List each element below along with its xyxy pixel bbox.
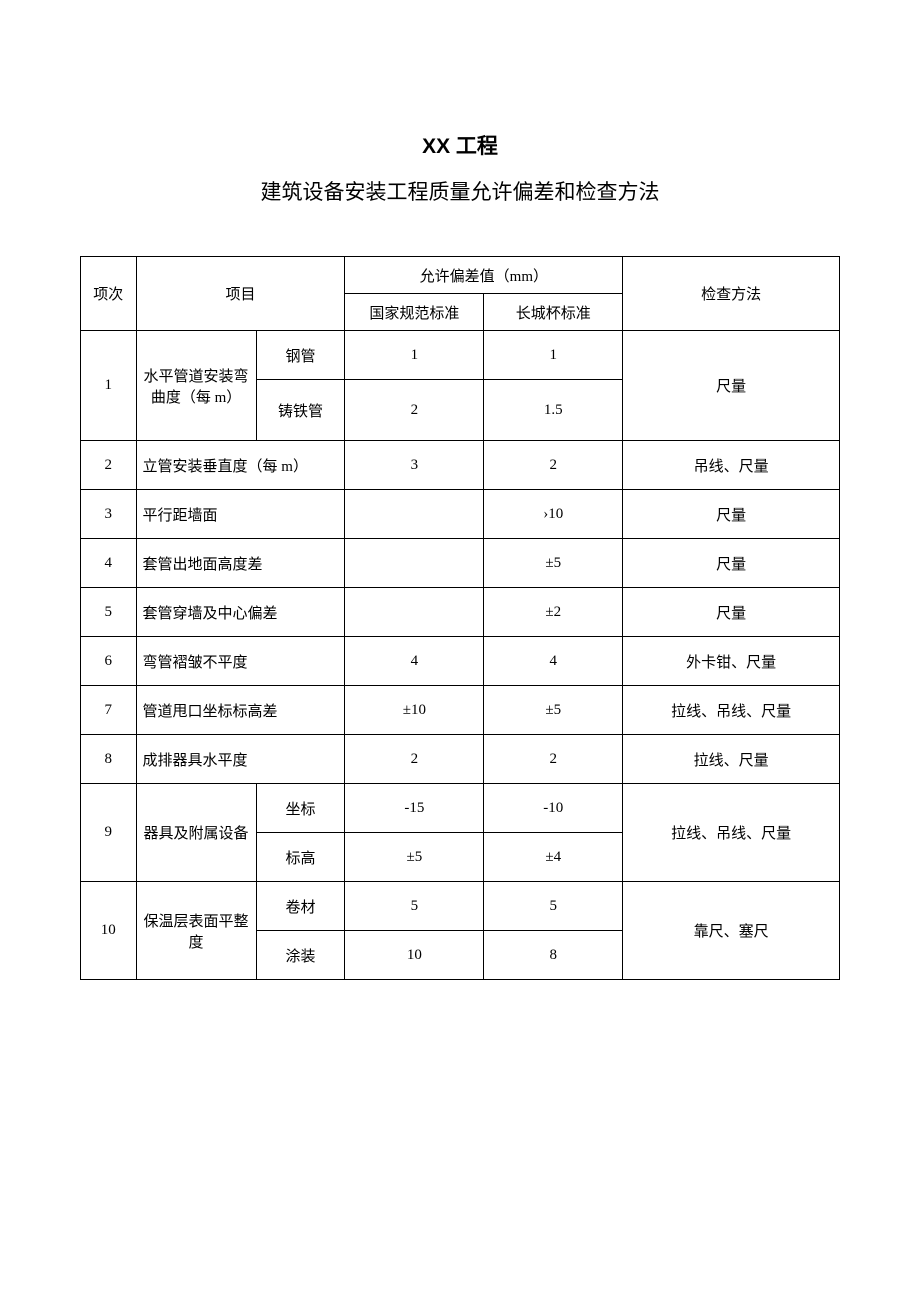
cell-method: 尺量 [623,331,840,441]
tolerance-table: 项次 项目 允许偏差值（mm） 检查方法 国家规范标准 长城杯标准 1 水平管道… [80,256,840,980]
cell-no: 2 [81,441,137,490]
cell-national: 5 [345,882,484,931]
cell-no: 7 [81,686,137,735]
cell-item: 弯管褶皱不平度 [136,637,345,686]
cell-method: 吊线、尺量 [623,441,840,490]
cell-greatwall: ›10 [484,490,623,539]
table-header-row-1: 项次 项目 允许偏差值（mm） 检查方法 [81,257,840,294]
cell-item: 水平管道安装弯曲度（每 m） [136,331,256,441]
cell-item: 保温层表面平整度 [136,882,256,980]
cell-method: 外卡钳、尺量 [623,637,840,686]
cell-no: 5 [81,588,137,637]
cell-item: 立管安装垂直度（每 m） [136,441,345,490]
cell-national: ±5 [345,833,484,882]
cell-method: 尺量 [623,490,840,539]
cell-greatwall: 1.5 [484,380,623,441]
cell-method: 尺量 [623,539,840,588]
cell-item: 管道甩口坐标标高差 [136,686,345,735]
table-row: 4 套管出地面高度差 ±5 尺量 [81,539,840,588]
cell-item: 器具及附属设备 [136,784,256,882]
cell-item: 套管出地面高度差 [136,539,345,588]
table-row: 10 保温层表面平整度 卷材 5 5 靠尺、塞尺 [81,882,840,931]
cell-greatwall: 1 [484,331,623,380]
cell-item: 成排器具水平度 [136,735,345,784]
cell-greatwall: -10 [484,784,623,833]
cell-greatwall: 2 [484,441,623,490]
cell-greatwall: ±5 [484,686,623,735]
header-item: 项目 [136,257,345,331]
cell-no: 4 [81,539,137,588]
cell-method: 拉线、尺量 [623,735,840,784]
table-row: 6 弯管褶皱不平度 4 4 外卡钳、尺量 [81,637,840,686]
cell-subitem: 卷材 [256,882,345,931]
cell-national: -15 [345,784,484,833]
cell-greatwall: 4 [484,637,623,686]
document-page: XX 工程 建筑设备安装工程质量允许偏差和检查方法 项次 项目 允许偏差值（mm… [0,0,920,980]
cell-national [345,539,484,588]
table-row: 7 管道甩口坐标标高差 ±10 ±5 拉线、吊线、尺量 [81,686,840,735]
cell-national [345,588,484,637]
cell-method: 拉线、吊线、尺量 [623,784,840,882]
cell-subitem: 钢管 [256,331,345,380]
cell-greatwall: 5 [484,882,623,931]
cell-national: 1 [345,331,484,380]
cell-no: 8 [81,735,137,784]
cell-national: 2 [345,380,484,441]
cell-national: ±10 [345,686,484,735]
header-method: 检查方法 [623,257,840,331]
cell-national: 2 [345,735,484,784]
cell-national: 4 [345,637,484,686]
cell-subitem: 铸铁管 [256,380,345,441]
cell-greatwall: ±4 [484,833,623,882]
cell-method: 靠尺、塞尺 [623,882,840,980]
cell-subitem: 涂装 [256,931,345,980]
cell-method: 尺量 [623,588,840,637]
header-national-std: 国家规范标准 [345,294,484,331]
cell-greatwall: 8 [484,931,623,980]
cell-national: 3 [345,441,484,490]
table-row: 1 水平管道安装弯曲度（每 m） 钢管 1 1 尺量 [81,331,840,380]
table-row: 8 成排器具水平度 2 2 拉线、尺量 [81,735,840,784]
cell-subitem: 坐标 [256,784,345,833]
cell-greatwall: ±2 [484,588,623,637]
cell-no: 10 [81,882,137,980]
table-row: 3 平行距墙面 ›10 尺量 [81,490,840,539]
cell-national: 10 [345,931,484,980]
title-sub: 建筑设备安装工程质量允许偏差和检查方法 [80,176,840,206]
title-main: XX 工程 [80,130,840,160]
cell-no: 6 [81,637,137,686]
header-item-no: 项次 [81,257,137,331]
table-row: 5 套管穿墙及中心偏差 ±2 尺量 [81,588,840,637]
cell-national [345,490,484,539]
cell-no: 9 [81,784,137,882]
header-great-wall-std: 长城杯标准 [484,294,623,331]
table-row: 2 立管安装垂直度（每 m） 3 2 吊线、尺量 [81,441,840,490]
table-row: 9 器具及附属设备 坐标 -15 -10 拉线、吊线、尺量 [81,784,840,833]
cell-greatwall: 2 [484,735,623,784]
cell-no: 3 [81,490,137,539]
cell-greatwall: ±5 [484,539,623,588]
cell-subitem: 标高 [256,833,345,882]
cell-item: 套管穿墙及中心偏差 [136,588,345,637]
cell-item: 平行距墙面 [136,490,345,539]
header-tolerance: 允许偏差值（mm） [345,257,623,294]
cell-method: 拉线、吊线、尺量 [623,686,840,735]
cell-no: 1 [81,331,137,441]
